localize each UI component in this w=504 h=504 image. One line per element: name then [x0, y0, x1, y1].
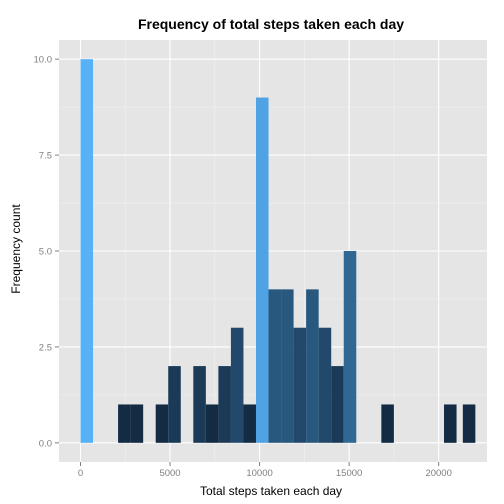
histogram-bar [205, 404, 219, 443]
histogram-bar [331, 366, 344, 443]
y-tick-label: 0.0 [39, 438, 52, 449]
x-tick-label: 15000 [336, 468, 362, 479]
histogram-bar [218, 366, 231, 443]
x-tick-label: 20000 [425, 468, 451, 479]
histogram-bar [255, 97, 269, 443]
histogram-bar [281, 289, 294, 443]
histogram-bar [381, 404, 394, 443]
x-tick-label: 0 [78, 468, 83, 479]
y-tick-label: 5.0 [39, 247, 52, 258]
y-tick-label: 10.0 [34, 55, 53, 66]
histogram-bar [318, 327, 332, 443]
x-tick-label: 10000 [246, 468, 272, 479]
y-tick-label: 2.5 [39, 342, 52, 353]
histogram-bar [168, 366, 181, 443]
x-axis-title: Total steps taken each day [200, 484, 342, 498]
histogram-bar [80, 59, 94, 443]
histogram-bar [306, 289, 319, 443]
histogram-bar [155, 404, 169, 443]
histogram-bar [462, 404, 476, 443]
plot-panel: 0 5000 10000 15000 20000 0.0 2.5 5.0 7.5 10.0 [34, 40, 487, 479]
histogram-bar [444, 404, 457, 443]
chart-title: Frequency of total steps taken each day [138, 16, 404, 32]
histogram-bar [230, 327, 244, 443]
y-axis-title: Frequency count [9, 204, 23, 294]
x-tick-label: 5000 [159, 468, 180, 479]
y-tick-label: 7.5 [39, 151, 52, 162]
histogram-bar [343, 251, 357, 443]
histogram-bar [268, 289, 282, 443]
histogram-bar [118, 404, 131, 443]
histogram-bar [293, 327, 307, 443]
histogram-bar [243, 404, 256, 443]
histogram-bar [130, 404, 144, 443]
histogram-bar [193, 366, 206, 443]
